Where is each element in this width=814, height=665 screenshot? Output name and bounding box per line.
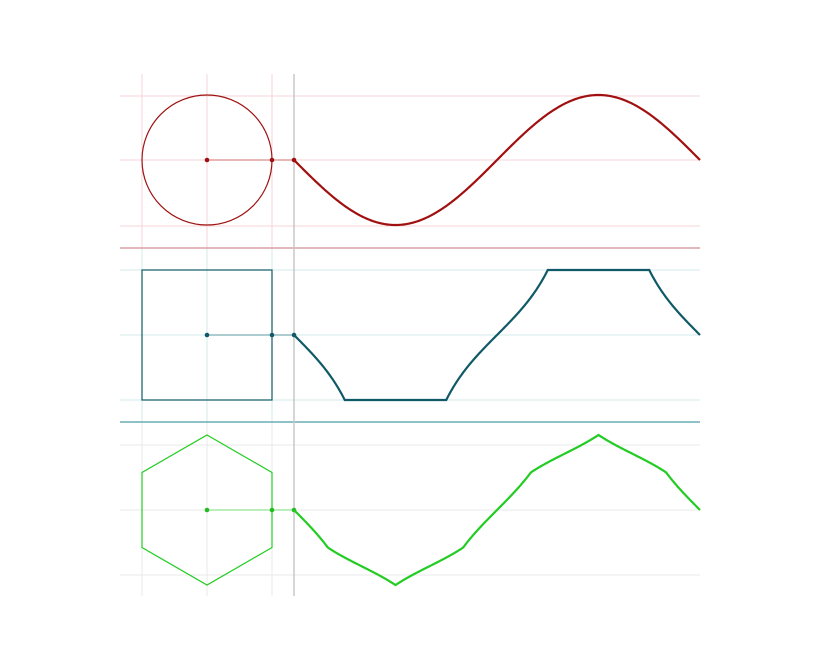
point (269, 332, 275, 338)
circle-wave (293, 93, 701, 227)
point (204, 157, 210, 163)
point (269, 157, 275, 163)
hexagon-wave (293, 433, 701, 587)
point (269, 507, 275, 513)
square-wave (293, 268, 701, 402)
hexagon (141, 434, 273, 586)
point (204, 332, 210, 338)
point (204, 507, 210, 513)
